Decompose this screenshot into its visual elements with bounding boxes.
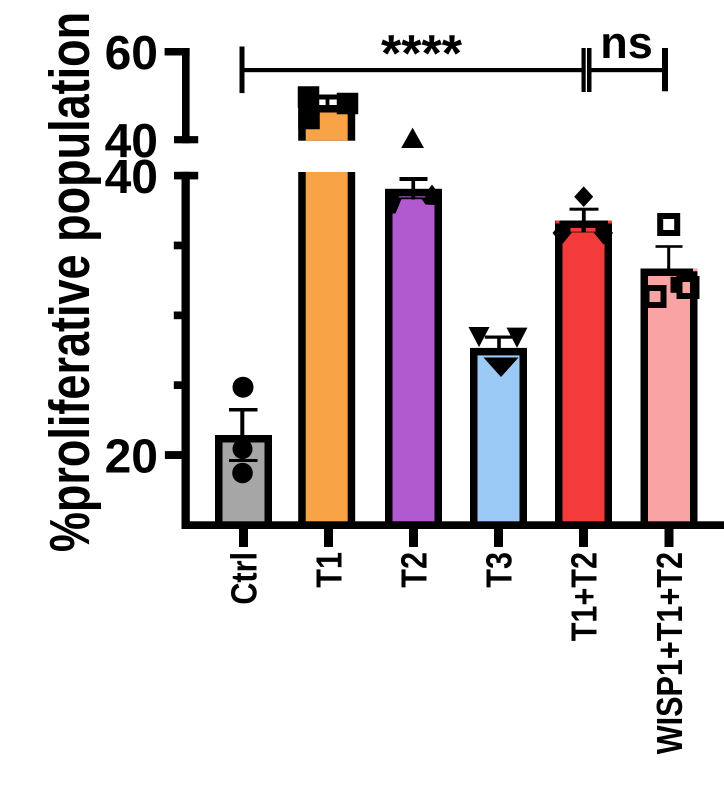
- svg-text:Ctrl: Ctrl: [225, 552, 265, 605]
- svg-text:%proliferative population: %proliferative population: [38, 12, 101, 552]
- svg-text:T1+T2: T1+T2: [565, 552, 605, 641]
- svg-text:T1: T1: [310, 552, 350, 588]
- svg-text:20: 20: [105, 430, 158, 483]
- svg-text:ns: ns: [600, 17, 653, 68]
- svg-text:T3: T3: [480, 552, 520, 588]
- svg-text:****: ****: [381, 25, 463, 83]
- svg-text:60: 60: [105, 27, 158, 80]
- svg-text:40: 40: [105, 151, 158, 204]
- svg-text:WISP1+T1+T2: WISP1+T1+T2: [651, 552, 691, 754]
- svg-text:T2: T2: [395, 552, 435, 588]
- svg-text:40: 40: [105, 115, 158, 168]
